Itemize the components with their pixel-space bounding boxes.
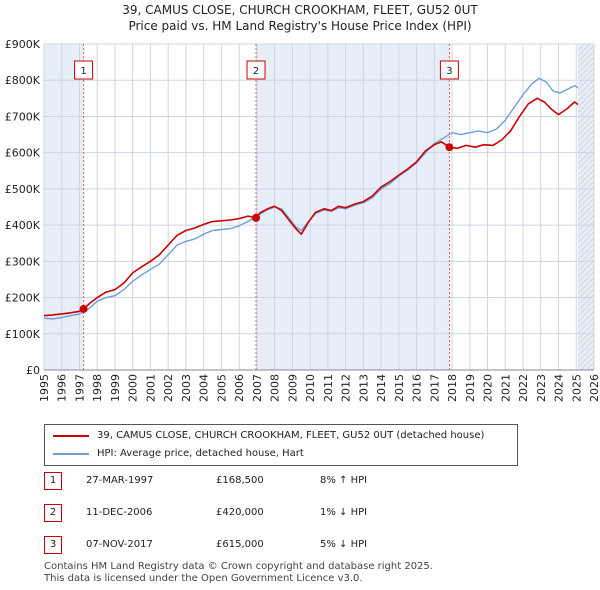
x-tick-label: 2013	[357, 374, 370, 402]
sale-number: 3	[44, 536, 62, 554]
x-tick-label: 2017	[428, 374, 441, 402]
sale-row: 1 27-MAR-1997 £168,500 8% ↑ HPI	[44, 472, 444, 492]
x-tick-label: 2023	[535, 374, 548, 402]
y-tick-label: £300K	[5, 255, 41, 268]
sale-label-box	[74, 60, 94, 80]
sale-label-box	[246, 60, 266, 80]
licence-notice: This data is licensed under the Open Gov…	[44, 573, 363, 584]
y-tick-label: £0	[26, 364, 40, 377]
x-tick-label: 2000	[127, 374, 140, 402]
legend-label-hpi: HPI: Average price, detached house, Hart	[97, 448, 304, 459]
copyright-notice: Contains HM Land Registry data © Crown c…	[44, 561, 433, 572]
sale-price: £420,000	[216, 507, 264, 518]
x-tick-label: 1995	[38, 374, 51, 402]
y-tick-label: £600K	[5, 147, 41, 160]
x-tick-label: 1997	[73, 374, 86, 402]
x-tick-label: 2012	[340, 374, 353, 402]
y-tick-label: £500K	[5, 183, 41, 196]
sale-number: 1	[44, 472, 62, 490]
sale-hpi-diff: 5% ↓ HPI	[320, 539, 368, 550]
x-tick-label: 2004	[198, 374, 211, 402]
x-tick-label: 2016	[411, 374, 424, 402]
sale-point	[445, 143, 454, 152]
x-tick-label: 2001	[144, 374, 157, 402]
x-tick-label: 2006	[233, 374, 246, 402]
shaded-range	[44, 44, 84, 370]
shaded-range	[256, 44, 450, 370]
chart-subtitle: Price paid vs. HM Land Registry's House …	[128, 19, 472, 33]
x-tick-label: 1998	[91, 374, 104, 402]
x-tick-label: 2008	[269, 374, 282, 402]
sale-hpi-diff: 1% ↓ HPI	[320, 507, 368, 518]
x-tick-label: 2005	[215, 374, 228, 402]
sale-label-box	[439, 60, 459, 80]
y-tick-label: £800K	[5, 74, 41, 87]
price-chart: 1 2 3 £0 £100K £200K £300K £400K £500K £600K £700…	[5, 38, 600, 402]
chart-title: 39, CAMUS CLOSE, CHURCH CROOKHAM, FLEET,…	[122, 3, 478, 17]
x-tick-label: 2009	[286, 374, 299, 402]
property-price-line	[43, 97, 579, 317]
x-tick-label: 2002	[162, 374, 175, 402]
sale-hpi-diff: 8% ↑ HPI	[320, 475, 368, 486]
x-tick-label: 1999	[109, 374, 122, 402]
sale-row: 2 11-DEC-2006 £420,000 1% ↓ HPI	[44, 504, 444, 524]
chart-legend: 39, CAMUS CLOSE, CHURCH CROOKHAM, FLEET,…	[44, 424, 518, 466]
sale-label: 3	[446, 66, 452, 77]
y-tick-label: £200K	[5, 292, 41, 305]
x-tick-label: 2003	[180, 374, 193, 402]
sale-point	[252, 213, 261, 222]
x-tick-label: 2024	[553, 374, 566, 402]
x-tick-label: 2021	[499, 374, 512, 402]
x-tick-label: 2007	[251, 374, 264, 402]
sale-price: £615,000	[216, 539, 264, 550]
x-tick-label: 2015	[393, 374, 406, 402]
forecast-hatch	[578, 44, 594, 370]
x-tick-label: 2018	[446, 374, 459, 402]
sale-date: 27-MAR-1997	[86, 475, 154, 486]
legend-swatch-hpi	[53, 453, 89, 455]
sale-point	[79, 304, 88, 313]
legend-label-property: 39, CAMUS CLOSE, CHURCH CROOKHAM, FLEET,…	[97, 430, 485, 441]
sale-label: 2	[253, 66, 259, 77]
x-tick-label: 2026	[588, 374, 600, 402]
y-tick-label: £700K	[5, 110, 41, 123]
sale-date: 07-NOV-2017	[86, 539, 153, 550]
sale-label: 1	[80, 66, 86, 77]
y-tick-label: £900K	[5, 38, 41, 51]
x-tick-label: 2014	[375, 374, 388, 402]
x-tick-label: 2022	[517, 374, 530, 402]
x-tick-label: 2010	[304, 374, 317, 402]
sale-price: £168,500	[216, 475, 264, 486]
x-tick-label: 2020	[482, 374, 495, 402]
y-tick-label: £100K	[5, 328, 41, 341]
y-tick-label: £400K	[5, 219, 41, 232]
sale-row: 3 07-NOV-2017 £615,000 5% ↓ HPI	[44, 536, 444, 556]
sale-number: 2	[44, 504, 62, 522]
x-tick-label: 1996	[56, 374, 69, 402]
sale-date: 11-DEC-2006	[86, 507, 153, 518]
x-tick-label: 2011	[322, 374, 335, 402]
legend-swatch-property	[53, 435, 89, 437]
x-tick-label: 2019	[464, 374, 477, 402]
x-tick-label: 2025	[570, 374, 583, 402]
